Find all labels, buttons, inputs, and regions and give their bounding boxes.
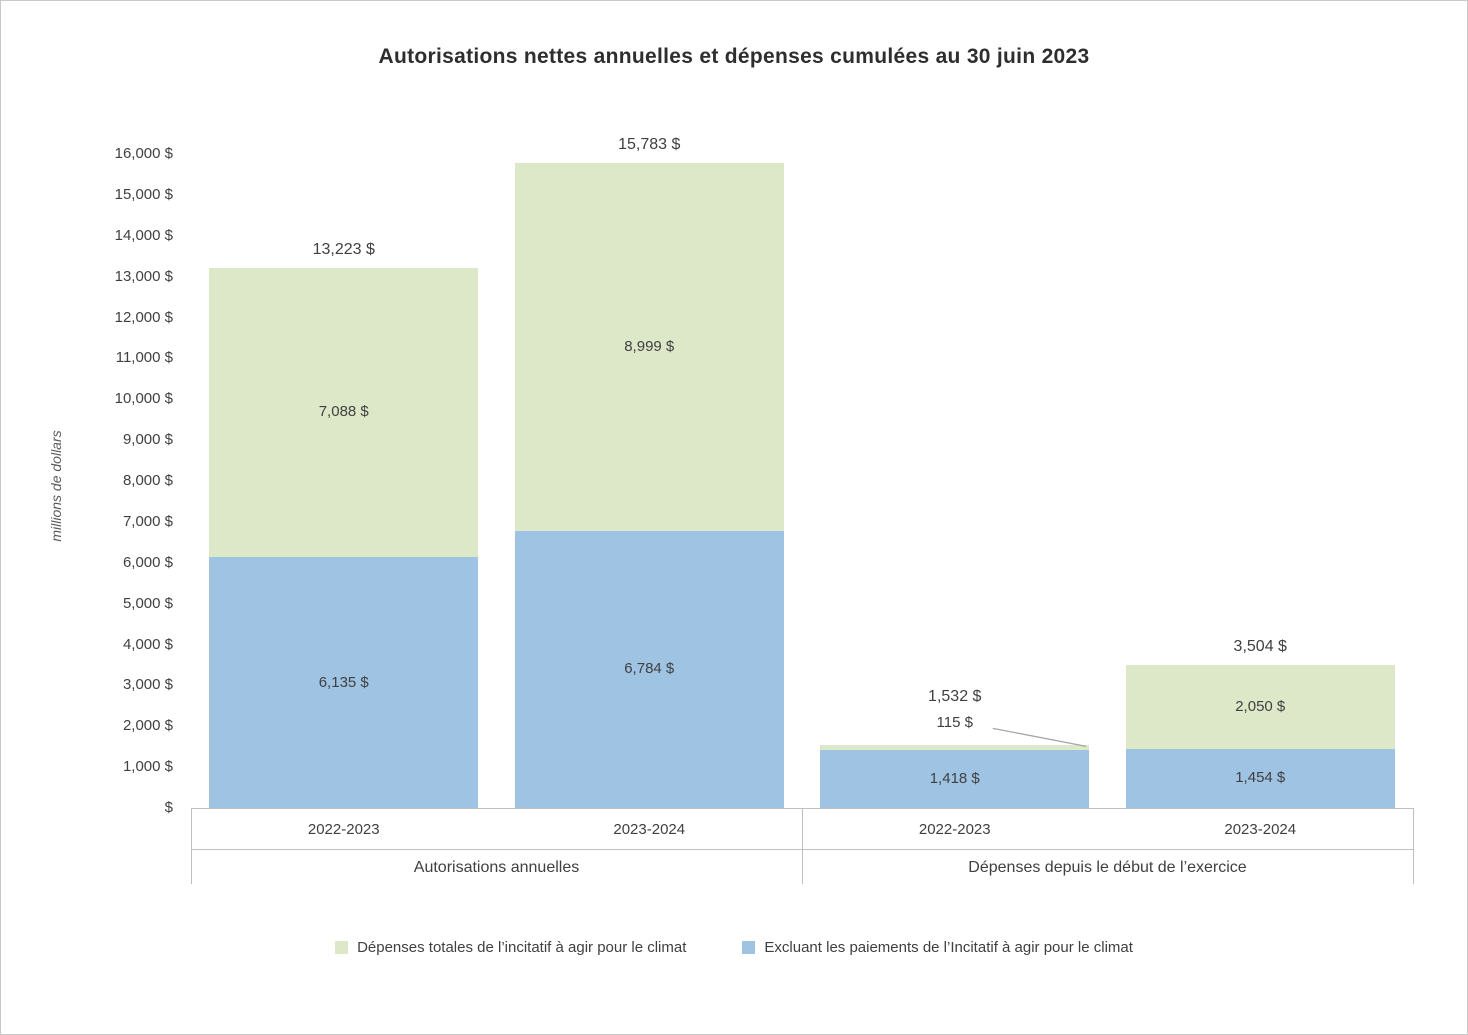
- y-axis-tick-label: 13,000 $: [114, 267, 173, 285]
- axis-boundary-line: [1413, 808, 1414, 884]
- bar-segment-total-cai: [820, 745, 1090, 751]
- y-axis-tick-label: 12,000 $: [114, 308, 173, 326]
- bar-value-label: 6,135 $: [318, 673, 369, 691]
- chart-title: Autorisations nettes annuelles et dépens…: [378, 45, 1090, 68]
- legend-label: Dépenses totales de l’incitatif à agir p…: [357, 939, 687, 956]
- y-axis-tick-label: 1,000 $: [122, 758, 173, 776]
- y-axis-tick-label: 7,000 $: [122, 512, 173, 530]
- bar-value-label: 8,999 $: [624, 337, 675, 355]
- bar-segment-excluding-cai: [1125, 748, 1395, 808]
- x-axis-group-label: Dépenses depuis le début de l’exercice: [968, 859, 1247, 876]
- legend-swatch: [742, 941, 756, 954]
- bar-total-label: 13,223 $: [312, 240, 375, 258]
- legend-swatch: [335, 941, 349, 954]
- y-axis-tick-label: 9,000 $: [122, 431, 173, 449]
- y-axis-tick-label: 4,000 $: [122, 635, 173, 653]
- bar-segment-total-cai: [1125, 664, 1395, 749]
- y-axis-tick-label: 5,000 $: [122, 594, 173, 612]
- y-axis-tick-label: 10,000 $: [114, 390, 173, 408]
- bar-total-label: 1,532 $: [928, 688, 982, 706]
- y-axis-tick-label: 16,000 $: [114, 145, 173, 162]
- legend-label: Excluant les paiements de l’Incitatif à …: [764, 939, 1133, 956]
- y-axis-tick-label: 3,000 $: [122, 676, 173, 694]
- y-axis-tick-label: 2,000 $: [122, 717, 173, 735]
- y-axis-tick-label: 8,000 $: [122, 472, 173, 489]
- bar-value-label: 1,454 $: [1235, 769, 1286, 787]
- y-axis-tick-label: 14,000 $: [114, 226, 173, 244]
- bar-segment-total-cai: [209, 267, 479, 558]
- bar-total-label: 3,504 $: [1233, 637, 1287, 655]
- axis-boundary-line: [191, 808, 192, 884]
- x-axis-category-label: 2022-2023: [307, 821, 380, 838]
- bar-total-label: 15,783 $: [618, 135, 681, 153]
- bar-value-label: 6,784 $: [624, 660, 675, 678]
- y-axis-tick-label: 11,000 $: [115, 349, 173, 367]
- bar-segment-excluding-cai: [820, 750, 1090, 808]
- y-axis-tick-label: 15,000 $: [114, 185, 173, 203]
- bar-segment-total-cai: [514, 162, 784, 531]
- legend-item: Dépenses totales de l’incitatif à agir p…: [335, 939, 686, 956]
- x-axis-category-label: 2022-2023: [918, 821, 991, 838]
- x-axis-group-label: Autorisations annuelles: [413, 859, 580, 876]
- bar-value-label: 115 $: [936, 714, 973, 732]
- bar-value-label: 1,418 $: [929, 770, 980, 788]
- axis-group-separator-line: [802, 808, 803, 884]
- bar-segment-excluding-cai: [209, 557, 479, 808]
- x-axis-category-label: 2023-2024: [613, 821, 686, 838]
- y-axis-tick-label: $: [164, 799, 173, 816]
- bar-segment-excluding-cai: [514, 530, 784, 808]
- legend-item: Excluant les paiements de l’Incitatif à …: [742, 939, 1133, 956]
- bar-value-label: 7,088 $: [318, 403, 369, 421]
- legend: Dépenses totales de l’incitatif à agir p…: [1, 939, 1467, 956]
- y-axis-tick-label: 6,000 $: [122, 553, 173, 571]
- x-axis-category-label: 2023-2024: [1224, 821, 1297, 838]
- bar-value-label: 2,050 $: [1235, 697, 1286, 715]
